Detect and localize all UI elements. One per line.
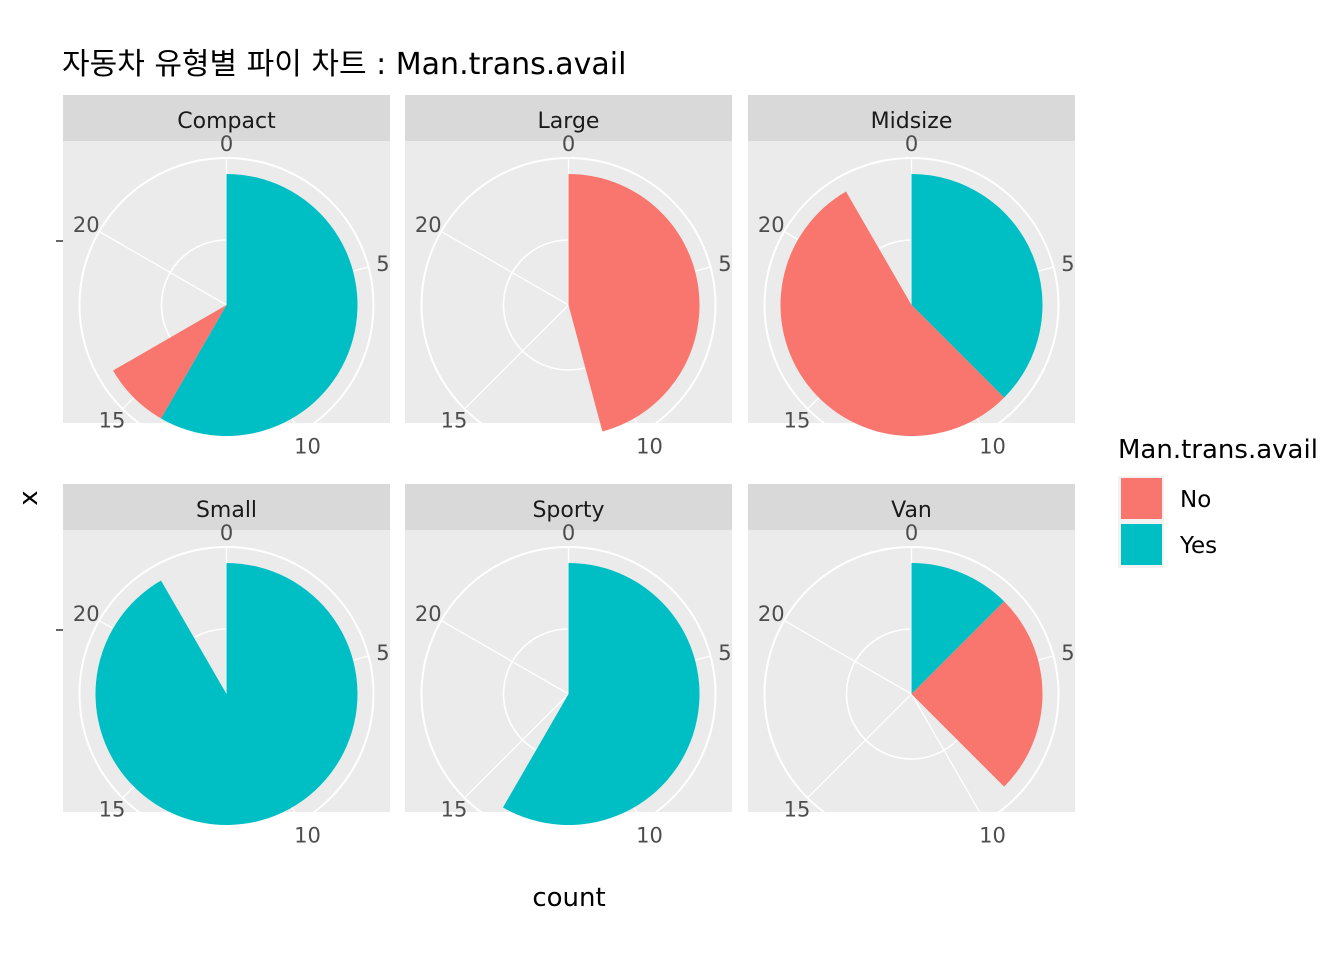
theta-tick-label: 5 [376,252,389,276]
facet-strip [405,95,732,141]
pie-slice-no [113,305,227,419]
facet-strip [748,95,1075,141]
facet-strip [748,484,1075,530]
theta-tick-label: 20 [73,213,100,237]
theta-tick-label: 10 [294,434,321,458]
theta-tick-label: 20 [758,213,785,237]
theta-tick-label: 0 [562,521,575,545]
theta-tick-label: 5 [376,641,389,665]
facet-strip-label: Van [891,498,932,523]
theta-tick-label: 10 [636,823,663,847]
theta-tick-label: 5 [718,252,731,276]
theta-tick-label: 10 [979,434,1006,458]
pie-slice-yes [95,563,358,826]
theta-tick-label: 0 [220,132,233,156]
facet-strip-label: Small [196,498,257,523]
facet-strip-label: Sporty [532,498,604,523]
theta-tick-label: 5 [1061,641,1074,665]
theta-tick-label: 10 [294,823,321,847]
pie-slice-yes [911,563,1005,694]
theta-tick-label: 0 [905,521,918,545]
facet-strip-label: Compact [177,109,276,134]
theta-tick-label: 15 [99,798,126,822]
x-axis-title: count [532,883,605,913]
pie-slice-yes [503,563,700,825]
theta-tick-label: 10 [636,434,663,458]
theta-tick-label: 15 [441,409,468,433]
pie-slice-no [911,601,1043,787]
theta-tick-label: 20 [73,602,100,626]
theta-tick-label: 15 [784,409,811,433]
theta-tick-label: 15 [784,798,811,822]
legend-key-swatch [1121,478,1162,519]
facet-panels: Compact05101520Large05101520Midsize05101… [56,95,1075,847]
pie-slice-no [568,174,700,432]
y-axis-title: x [14,490,44,505]
legend-key-swatch [1121,524,1162,565]
theta-tick-label: 20 [415,213,442,237]
theta-tick-label: 20 [758,602,785,626]
facet-strip [63,95,390,141]
theta-tick-label: 0 [562,132,575,156]
legend-item-no: No [1118,476,1211,522]
pie-slice-no [780,191,1005,437]
facet-strip-label: Large [538,109,600,134]
legend-item-yes: Yes [1118,522,1217,568]
legend-label: No [1180,487,1211,513]
pie-slice-yes [911,174,1043,398]
theta-tick-label: 10 [979,823,1006,847]
theta-tick-label: 15 [441,798,468,822]
theta-tick-label: 0 [905,132,918,156]
legend: Man.trans.avail No Yes [1118,435,1318,568]
legend-title: Man.trans.avail [1118,435,1318,465]
legend-label: Yes [1179,533,1217,559]
facet-strip-label: Midsize [871,109,953,134]
chart-title: 자동차 유형별 파이 차트 : Man.trans.avail [62,47,626,82]
theta-tick-label: 5 [718,641,731,665]
facet-strip [63,484,390,530]
theta-tick-label: 0 [220,521,233,545]
pie-slice-yes [161,174,358,436]
theta-tick-label: 20 [415,602,442,626]
facet-strip [405,484,732,530]
theta-tick-label: 5 [1061,252,1074,276]
theta-tick-label: 15 [99,409,126,433]
